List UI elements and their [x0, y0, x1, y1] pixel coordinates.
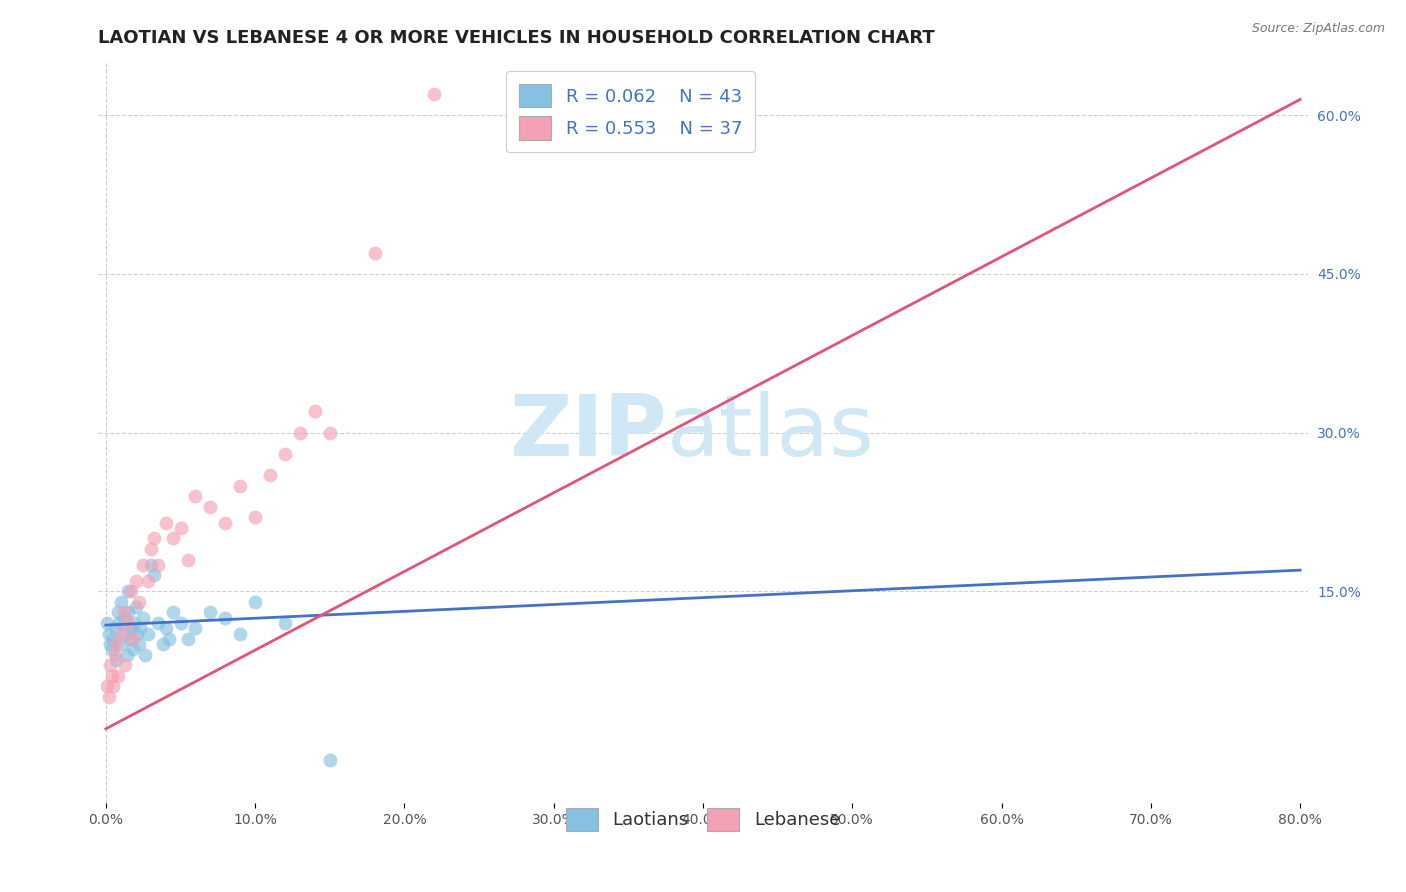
Point [122, 615, 145, 630]
Point [110, 626, 132, 640]
Point [200, 500, 222, 514]
Point [98, 637, 121, 651]
Point [136, 574, 159, 588]
Point [319, 754, 342, 768]
Point [96, 615, 118, 630]
Point [155, 621, 177, 635]
Point [117, 606, 139, 620]
Point [112, 611, 135, 625]
Legend: Laotians, Lebanese: Laotians, Lebanese [558, 800, 848, 838]
Point [229, 478, 252, 492]
Point [107, 606, 129, 620]
Point [152, 637, 174, 651]
Point [104, 648, 127, 662]
Point [128, 595, 150, 609]
Point [157, 632, 180, 646]
Point [169, 521, 191, 535]
Point [108, 615, 131, 630]
Point [118, 632, 141, 646]
Point [274, 615, 297, 630]
Point [101, 669, 124, 683]
Point [259, 467, 281, 482]
Point [103, 632, 125, 646]
Point [177, 552, 200, 566]
Point [423, 87, 446, 102]
Point [155, 516, 177, 530]
Point [162, 606, 184, 620]
Point [363, 245, 385, 260]
Point [104, 621, 127, 635]
Point [112, 606, 135, 620]
Point [105, 653, 128, 667]
Point [243, 510, 266, 524]
Point [97, 690, 120, 704]
Text: LAOTIAN VS LEBANESE 4 OR MORE VEHICLES IN HOUSEHOLD CORRELATION CHART: LAOTIAN VS LEBANESE 4 OR MORE VEHICLES I… [98, 29, 935, 47]
Point [129, 621, 152, 635]
Point [214, 611, 236, 625]
Point [120, 621, 142, 635]
Point [200, 606, 222, 620]
Point [162, 532, 184, 546]
Point [114, 658, 136, 673]
Point [96, 680, 118, 694]
Point [121, 642, 143, 657]
Text: Source: ZipAtlas.com: Source: ZipAtlas.com [1251, 22, 1385, 36]
Point [132, 558, 155, 572]
Point [139, 541, 162, 556]
Point [128, 637, 150, 651]
Point [117, 584, 139, 599]
Point [134, 648, 156, 662]
Point [304, 404, 326, 418]
Point [184, 621, 207, 635]
Point [105, 637, 128, 651]
Text: ZIP: ZIP [509, 391, 666, 475]
Point [125, 600, 148, 615]
Point [110, 637, 132, 651]
Point [117, 615, 139, 630]
Point [110, 595, 132, 609]
Point [107, 669, 129, 683]
Point [114, 626, 136, 640]
Point [288, 425, 311, 440]
Point [184, 489, 207, 503]
Point [132, 611, 155, 625]
Point [97, 626, 120, 640]
Point [127, 626, 149, 640]
Point [177, 632, 200, 646]
Point [121, 632, 143, 646]
Point [146, 615, 169, 630]
Point [274, 447, 297, 461]
Point [142, 568, 165, 582]
Point [243, 595, 266, 609]
Point [146, 558, 169, 572]
Point [139, 558, 162, 572]
Point [125, 574, 148, 588]
Point [229, 626, 252, 640]
Point [120, 584, 142, 599]
Point [98, 658, 121, 673]
Point [103, 680, 125, 694]
Point [101, 642, 124, 657]
Point [115, 648, 138, 662]
Point [136, 626, 159, 640]
Point [319, 425, 342, 440]
Point [169, 615, 191, 630]
Text: atlas: atlas [666, 391, 875, 475]
Point [214, 516, 236, 530]
Point [142, 532, 165, 546]
